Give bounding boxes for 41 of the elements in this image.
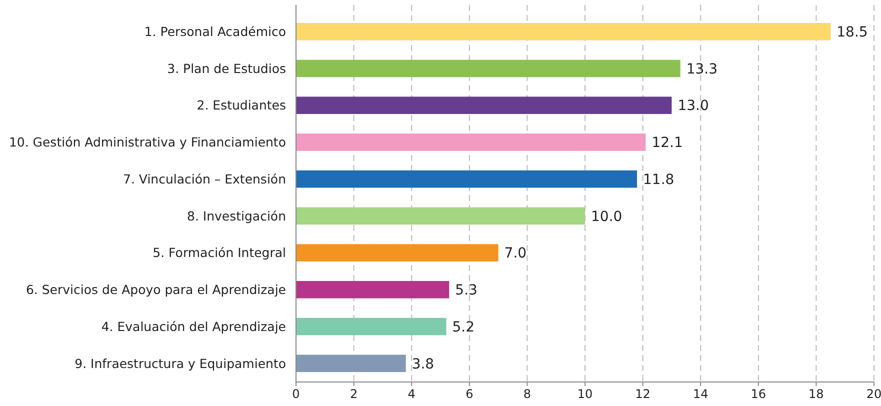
bar	[296, 244, 498, 262]
y-tick-label: 2. Estudiantes	[196, 98, 286, 113]
x-tick-label: 14	[692, 387, 708, 401]
y-tick-label: 9. Infraestructura y Equipamiento	[74, 356, 286, 371]
bar	[296, 354, 406, 372]
bar	[296, 96, 672, 114]
bar	[296, 134, 646, 151]
data-label: 10.0	[591, 208, 622, 225]
x-tick-label: 12	[635, 387, 650, 401]
data-label: 13.3	[686, 61, 718, 78]
y-tick-label: 1. Personal Académico	[144, 24, 286, 39]
x-tick-label: 18	[808, 387, 824, 401]
y-tick-label: 7. Vinculación – Extensión	[123, 171, 286, 186]
y-tick-label: 6. Servicios de Apoyo para el Aprendizaje	[26, 282, 286, 298]
bar	[296, 207, 585, 225]
data-label: 7.0	[504, 246, 527, 262]
y-tick-label: 10. Gestión Administrativa y Financiamiento	[8, 134, 286, 150]
x-tick-label: 0	[292, 387, 300, 401]
x-tick-label: 6	[466, 387, 474, 401]
bar	[296, 60, 680, 78]
data-label: 13.0	[678, 98, 709, 114]
data-label: 18.5	[836, 24, 868, 41]
y-tick-label: 4. Evaluación del Aprendizaje	[101, 318, 286, 334]
y-tick-label: 8. Investigación	[187, 208, 286, 224]
data-label: 5.3	[455, 282, 478, 299]
x-tick-label: 4	[408, 387, 416, 401]
x-tick-label: 8	[523, 387, 532, 401]
bar	[296, 170, 638, 188]
bar	[296, 280, 450, 298]
x-tick-label: 2	[350, 387, 358, 401]
bar	[296, 318, 446, 336]
bar	[296, 22, 831, 40]
data-label: 5.2	[452, 319, 475, 336]
x-tick-label: 16	[750, 387, 766, 401]
x-tick-label: 20	[866, 387, 881, 401]
data-label: 11.8	[643, 172, 674, 188]
x-tick-label: 10	[577, 387, 593, 401]
y-tick-label: 3. Plan de Estudios	[167, 60, 286, 76]
data-label: 3.8	[412, 356, 434, 372]
y-tick-label: 5. Formación Integral	[152, 245, 286, 260]
data-label: 12.1	[652, 135, 683, 152]
